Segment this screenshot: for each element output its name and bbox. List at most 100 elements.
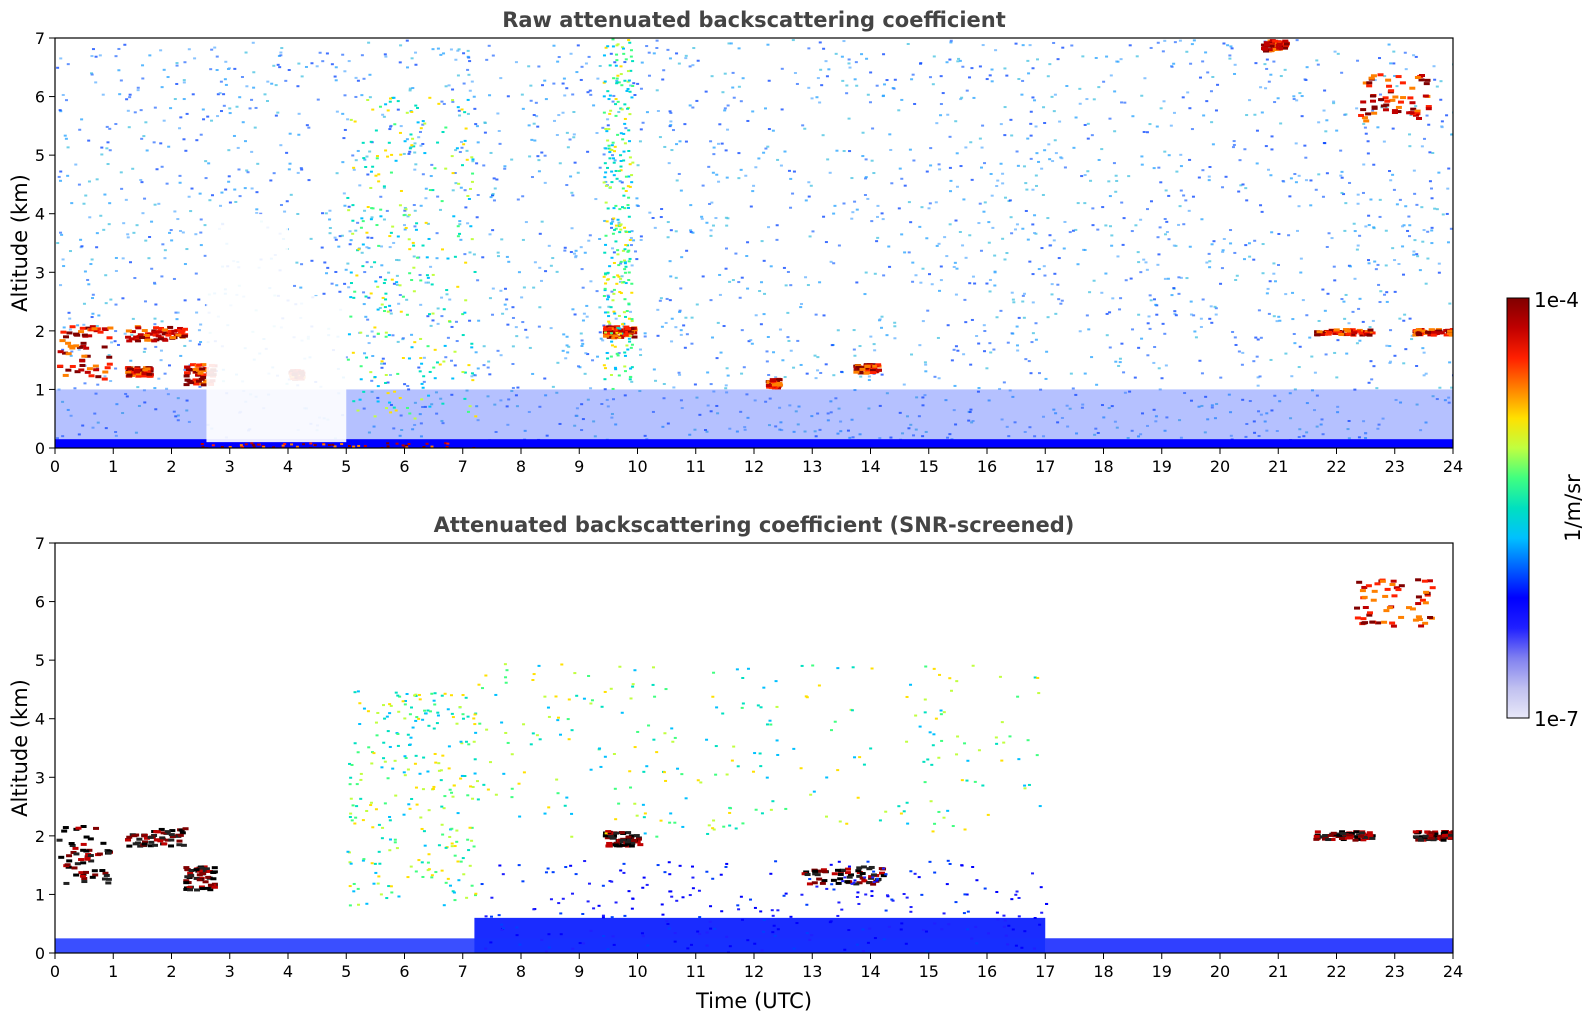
- feature-cell: [627, 175, 631, 178]
- noise-pixel: [335, 172, 339, 175]
- noise-pixel: [1353, 230, 1357, 233]
- noise-pixel: [1029, 157, 1033, 160]
- feature-cell: [398, 204, 402, 207]
- feature-cell: [610, 144, 614, 147]
- noise-pixel: [606, 124, 610, 127]
- noise-pixel: [936, 336, 940, 339]
- noise-pixel: [95, 178, 99, 181]
- noise-pixel: [1430, 226, 1434, 229]
- feature-cell: [811, 881, 818, 885]
- feature-cell: [931, 830, 935, 833]
- noise-pixel: [1407, 215, 1411, 218]
- feature-cell: [355, 805, 359, 808]
- noise-pixel: [503, 165, 507, 168]
- feature-cell: [1440, 838, 1447, 842]
- noise-pixel: [59, 284, 63, 287]
- feature-cell: [346, 850, 350, 853]
- noise-pixel: [95, 232, 99, 235]
- noise-pixel: [1259, 204, 1263, 207]
- noise-pixel: [1136, 251, 1140, 254]
- noise-pixel: [911, 280, 915, 283]
- noise-pixel: [724, 216, 728, 219]
- feature-cell: [1374, 582, 1381, 586]
- noise-pixel: [296, 171, 300, 174]
- noise-pixel: [1376, 427, 1380, 430]
- noise-pixel: [1066, 425, 1070, 428]
- noise-pixel: [774, 376, 778, 379]
- noise-pixel: [1348, 265, 1352, 268]
- noise-pixel: [603, 388, 607, 391]
- noise-pixel: [993, 270, 997, 273]
- noise-pixel: [121, 297, 125, 300]
- feature-cell: [406, 768, 410, 771]
- feature-cell: [135, 326, 142, 330]
- noise-pixel: [1297, 436, 1301, 439]
- feature-cell: [850, 709, 854, 712]
- feature-cell: [442, 807, 446, 810]
- noise-pixel: [977, 342, 981, 345]
- noise-pixel: [1367, 381, 1371, 384]
- noise-pixel: [1255, 129, 1259, 132]
- noise-pixel: [1215, 402, 1219, 405]
- noise-pixel: [1382, 293, 1386, 296]
- feature-cell: [611, 141, 615, 144]
- noise-pixel: [659, 297, 663, 300]
- feature-cell: [1424, 78, 1431, 82]
- noise-pixel: [348, 230, 352, 233]
- feature-cell: [392, 96, 396, 99]
- noise-pixel: [1412, 169, 1416, 172]
- feature-cell: [376, 385, 380, 388]
- noise-pixel: [1068, 231, 1072, 234]
- noise-pixel: [1113, 90, 1117, 93]
- feature-cell: [611, 38, 615, 41]
- feature-cell: [370, 762, 374, 765]
- feature-cell: [428, 405, 432, 408]
- noise-pixel: [199, 133, 203, 136]
- noise-pixel: [617, 111, 621, 114]
- feature-cell: [152, 843, 159, 847]
- noise-pixel: [1081, 55, 1085, 58]
- noise-pixel: [1022, 316, 1026, 319]
- noise-pixel: [1207, 175, 1211, 178]
- feature-cell: [92, 873, 99, 877]
- feature-cell: [187, 888, 194, 892]
- noise-pixel: [711, 336, 715, 339]
- feature-cell: [83, 346, 90, 350]
- noise-pixel: [489, 196, 493, 199]
- feature-cell: [457, 879, 461, 882]
- feature-cell: [670, 727, 674, 730]
- feature-cell: [856, 874, 863, 878]
- noise-pixel: [184, 149, 188, 152]
- noise-pixel: [334, 270, 338, 273]
- noise-pixel: [674, 230, 678, 233]
- noise-pixel: [655, 39, 659, 42]
- feature-cell: [590, 699, 594, 702]
- feature-cell: [543, 812, 547, 815]
- feature-cell: [1318, 333, 1325, 337]
- noise-pixel: [397, 259, 401, 262]
- feature-cell: [177, 326, 184, 330]
- noise-pixel: [987, 241, 991, 244]
- feature-cell: [131, 834, 138, 838]
- noise-pixel: [693, 428, 697, 431]
- feature-cell: [712, 819, 716, 822]
- noise-pixel: [533, 139, 537, 142]
- noise-pixel: [705, 430, 709, 433]
- noise-pixel: [210, 48, 214, 51]
- feature-cell: [623, 103, 627, 106]
- feature-cell: [413, 762, 417, 765]
- feature-cell: [931, 744, 935, 747]
- noise-pixel: [882, 274, 886, 277]
- feature-cell: [198, 377, 205, 381]
- noise-pixel: [1048, 63, 1052, 66]
- noise-pixel: [700, 217, 704, 220]
- noise-pixel: [1179, 276, 1183, 279]
- noise-pixel: [1440, 120, 1444, 123]
- feature-cell: [146, 374, 153, 378]
- noise-pixel: [571, 308, 575, 311]
- feature-cell: [394, 409, 398, 412]
- feature-cell: [352, 890, 356, 893]
- feature-cell: [623, 370, 627, 373]
- feature-cell: [393, 123, 397, 126]
- feature-cell: [186, 379, 193, 383]
